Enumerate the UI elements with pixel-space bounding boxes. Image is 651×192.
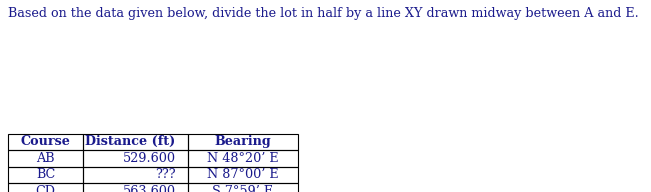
Bar bbox=[83, 183, 188, 192]
Bar bbox=[83, 150, 188, 166]
Text: CD: CD bbox=[36, 185, 55, 192]
Text: 563.600: 563.600 bbox=[122, 185, 175, 192]
Bar bbox=[188, 150, 298, 166]
Text: Course: Course bbox=[21, 135, 70, 148]
Text: N 87°00’ E: N 87°00’ E bbox=[207, 168, 279, 181]
Bar bbox=[8, 133, 83, 150]
Bar bbox=[83, 166, 188, 183]
Text: BC: BC bbox=[36, 168, 55, 181]
Text: N 48°20’ E: N 48°20’ E bbox=[207, 152, 279, 165]
Text: Bearing: Bearing bbox=[215, 135, 271, 148]
Text: Distance (ft): Distance (ft) bbox=[85, 135, 175, 148]
Text: Based on the data given below, divide the lot in half by a line XY drawn midway : Based on the data given below, divide th… bbox=[8, 7, 639, 20]
Bar bbox=[8, 183, 83, 192]
Text: AB: AB bbox=[36, 152, 55, 165]
Bar bbox=[188, 133, 298, 150]
Text: ???: ??? bbox=[155, 168, 175, 181]
Bar bbox=[83, 133, 188, 150]
Bar bbox=[8, 166, 83, 183]
Text: S 7°59’ E: S 7°59’ E bbox=[212, 185, 273, 192]
Bar bbox=[8, 150, 83, 166]
Text: 529.600: 529.600 bbox=[122, 152, 175, 165]
Bar bbox=[188, 166, 298, 183]
Bar bbox=[188, 183, 298, 192]
